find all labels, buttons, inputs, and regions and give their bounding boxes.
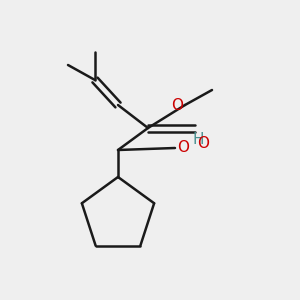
Text: O: O (177, 140, 189, 155)
Text: O: O (171, 98, 183, 112)
Text: H: H (193, 133, 205, 148)
Text: O: O (197, 136, 209, 151)
